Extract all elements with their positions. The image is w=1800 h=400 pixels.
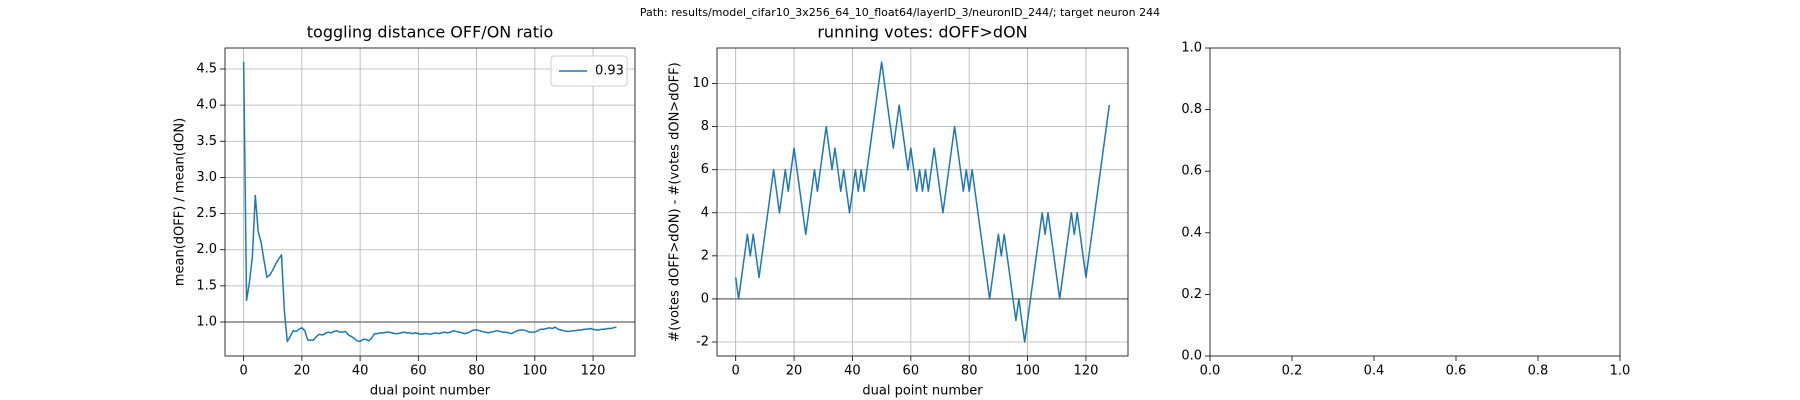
y-tick-label: 0 [701,291,709,306]
axes-frame [1209,47,1621,357]
legend-frame [550,55,628,87]
y-tick-label: 2 [701,248,709,263]
axes: 0 20 40 60 80 100 120 -2 0 2 4 6 8 10 running votes: d… [668,23,1129,399]
x-axis-label: dual point number [370,384,491,399]
y-tick-label: 1.0 [1181,41,1202,56]
axes-title: toggling distance OFF/ON ratio [307,23,553,42]
y-tick-label: 8 [701,119,709,134]
y-tick-label: 10 [692,76,709,91]
x-tick-label: 20 [786,364,803,379]
axes: 0 20 40 60 80 100 120 1.0 1.5 2.0 2.5 3.0 3.5 4.0 4.5 t… [173,23,636,399]
y-tick-label: 1.0 [196,315,217,330]
y-tick-label: 0.0 [1181,349,1202,364]
axes: 0.0 0.2 0.4 0.6 0.8 1.0 0.0 0.2 0.4 0.6 0.8 1.0 [1181,41,1630,379]
x-tick-label: 60 [903,364,920,379]
x-tick-label: 40 [844,364,861,379]
y-tick-label: 0.8 [1181,102,1202,117]
x-tick-label: 120 [581,364,606,379]
y-axis-label: mean(dOFF) / mean(dON) [173,118,188,286]
y-axis-label: #(votes dOFF>dON) - #(votes dON>dOFF) [668,62,683,341]
y-tick-label: 4.5 [196,61,217,76]
legend: 0.93 [550,55,628,87]
x-tick-label: 60 [410,364,427,379]
x-tick-label: 100 [522,364,547,379]
y-tick-label: 3.0 [196,170,217,185]
data-line [734,61,1111,343]
x-tick-label: 100 [1015,364,1040,379]
y-tick-label: 4.0 [196,98,217,113]
x-tick-label: 0 [239,364,247,379]
axes-frame [224,47,636,357]
figure-title: Path: results/model_cifar10_3x256_64_10_… [640,6,1160,19]
y-tick-label: 1.5 [196,278,217,293]
x-tick-label: 80 [468,364,485,379]
x-tick-label: 1.0 [1610,364,1631,379]
x-tick-label: 80 [961,364,978,379]
y-tick-label: 2.0 [196,242,217,257]
legend-label: 0.93 [595,64,624,79]
axes-title: running votes: dOFF>dON [817,23,1027,42]
y-tick-label: 0.4 [1181,225,1202,240]
x-tick-label: 0.2 [1282,364,1303,379]
y-tick-label: 2.5 [196,206,217,221]
y-tick-label: 0.2 [1181,287,1202,302]
y-tick-label: 6 [701,162,709,177]
x-tick-label: 120 [1074,364,1099,379]
x-tick-label: 0.6 [1446,364,1467,379]
data-line [242,61,617,343]
x-tick-label: 0 [732,364,740,379]
x-axis-label: dual point number [862,384,983,399]
x-tick-label: 40 [352,364,369,379]
x-tick-label: 0.8 [1528,364,1549,379]
axes-frame [716,47,1129,357]
y-tick-label: 4 [701,205,709,220]
y-tick-label: 0.6 [1181,164,1202,179]
x-tick-label: 0.4 [1364,364,1385,379]
x-tick-label: 20 [294,364,311,379]
y-tick-label: 3.5 [196,134,217,149]
y-tick-label: -2 [696,335,709,350]
x-tick-label: 0.0 [1200,364,1221,379]
